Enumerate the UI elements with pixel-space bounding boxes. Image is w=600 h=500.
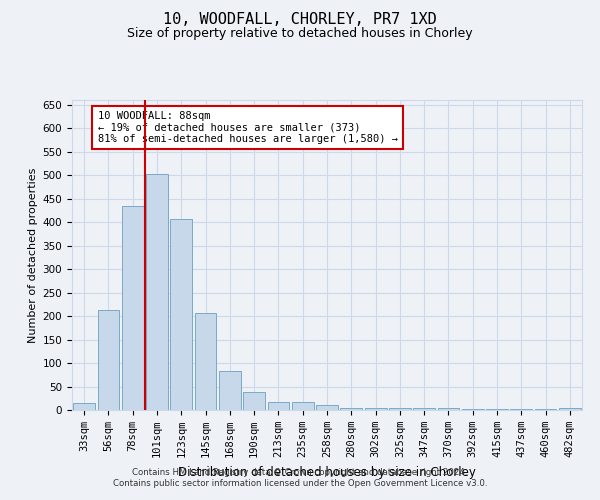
Bar — [462, 409, 484, 410]
Text: Size of property relative to detached houses in Chorley: Size of property relative to detached ho… — [127, 28, 473, 40]
Bar — [413, 408, 435, 410]
Text: Contains HM Land Registry data © Crown copyright and database right 2024.
Contai: Contains HM Land Registry data © Crown c… — [113, 468, 487, 487]
Bar — [535, 409, 556, 410]
Bar — [122, 206, 143, 410]
Bar — [340, 408, 362, 410]
Bar — [365, 408, 386, 410]
Bar — [559, 408, 581, 410]
Bar — [219, 371, 241, 410]
Bar — [170, 219, 192, 410]
Bar — [292, 402, 314, 410]
Bar — [73, 403, 95, 410]
Bar — [194, 313, 217, 410]
Bar — [511, 409, 532, 410]
Bar — [97, 310, 119, 410]
X-axis label: Distribution of detached houses by size in Chorley: Distribution of detached houses by size … — [178, 466, 476, 478]
Bar — [437, 408, 460, 410]
Y-axis label: Number of detached properties: Number of detached properties — [28, 168, 38, 342]
Bar — [486, 409, 508, 410]
Bar — [316, 406, 338, 410]
Bar — [268, 402, 289, 410]
Text: 10 WOODFALL: 88sqm
← 19% of detached houses are smaller (373)
81% of semi-detach: 10 WOODFALL: 88sqm ← 19% of detached hou… — [97, 111, 398, 144]
Bar — [146, 174, 168, 410]
Text: 10, WOODFALL, CHORLEY, PR7 1XD: 10, WOODFALL, CHORLEY, PR7 1XD — [163, 12, 437, 28]
Bar — [389, 408, 411, 410]
Bar — [243, 392, 265, 410]
